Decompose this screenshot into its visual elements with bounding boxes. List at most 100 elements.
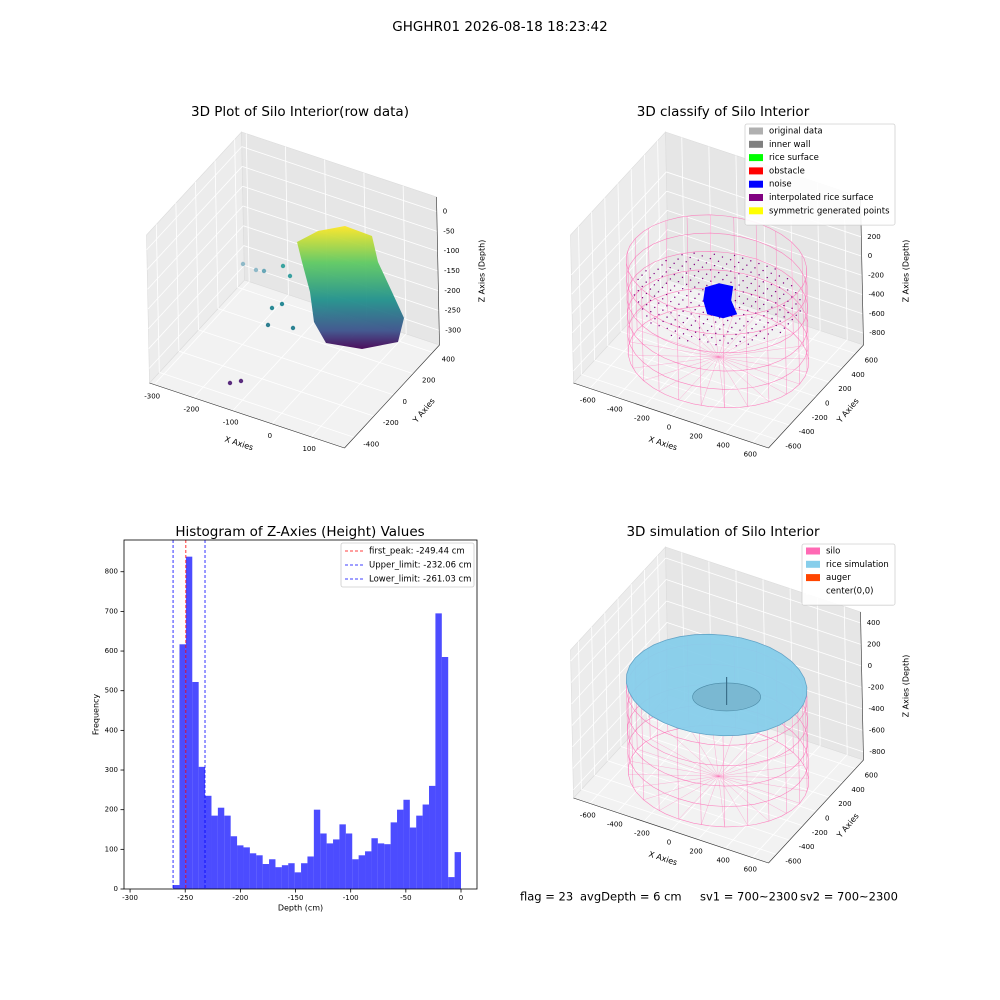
grid-line [665, 557, 861, 624]
silo-wall [722, 735, 726, 827]
y-tick-label: 700 [105, 607, 118, 615]
surface-dot [666, 327, 668, 330]
noise-cluster [703, 283, 738, 319]
surface-dot [778, 275, 781, 277]
surface-dot [774, 268, 776, 270]
silo-floor [718, 776, 809, 779]
surface-dot [705, 262, 708, 264]
tick-label: 0 [402, 398, 406, 406]
tick-label: -400 [868, 705, 884, 713]
silo-wall [630, 276, 634, 369]
tick-label: -400 [607, 820, 623, 828]
surface-dot [731, 326, 733, 329]
surface-dot [775, 324, 777, 327]
surface-dot [758, 285, 761, 287]
grid-line [591, 627, 596, 776]
silo-floor [643, 776, 719, 801]
silo-wall [699, 314, 702, 406]
legend-swatch [806, 547, 820, 555]
surface-dot [674, 330, 677, 332]
surface-dot [759, 330, 761, 333]
silo-floor [632, 356, 719, 369]
tick-label: 0 [825, 400, 829, 408]
tick-label: -50 [443, 227, 454, 235]
surface-dot [657, 279, 659, 282]
surface-dot [779, 297, 781, 300]
grid-line [578, 226, 582, 375]
bar [205, 795, 212, 889]
surface-dot [790, 285, 793, 287]
grid-line [572, 248, 669, 353]
bar [377, 843, 385, 889]
footer-text: sv2 = 700~2300 [800, 890, 898, 904]
silo-wall [641, 289, 644, 381]
surface-dot [723, 335, 725, 337]
grid-line [604, 197, 609, 346]
surface-dot [673, 285, 676, 287]
legend-box [801, 543, 896, 606]
surface-dot [787, 311, 789, 314]
surface-dot [770, 283, 773, 286]
surface-dot [786, 278, 789, 280]
axis-line [768, 759, 864, 864]
silo-wall [766, 310, 770, 402]
surface-dot [701, 277, 704, 280]
bar [371, 838, 378, 889]
grid-line [146, 146, 243, 250]
tick-label: -200 [812, 414, 828, 422]
tick-label: 0 [443, 208, 447, 216]
surface-dot [771, 329, 773, 331]
surface-dot [677, 280, 680, 283]
legend-swatch [749, 194, 763, 201]
grid-line [148, 245, 245, 349]
surface-dot [729, 259, 732, 261]
surface-dot [653, 284, 656, 286]
tick-label: 0 [825, 815, 829, 823]
surface-dot [694, 297, 696, 300]
grid-line [198, 329, 394, 396]
surface-dot [721, 267, 724, 270]
surface-dot [799, 299, 801, 301]
surface-dot [763, 303, 765, 306]
surface-dot [731, 338, 733, 340]
tick-label: -100 [223, 419, 239, 427]
bar [320, 833, 327, 889]
footer-text: sv1 = 700~2300 [700, 890, 798, 904]
silo-wall [791, 241, 794, 334]
surface-dot [673, 273, 676, 276]
surface-dot [738, 284, 740, 286]
surface-dot [682, 333, 685, 335]
silo-wall [657, 719, 660, 811]
surface-dot [713, 264, 716, 267]
silo-floor [718, 333, 794, 358]
surface-dot [766, 276, 768, 279]
surface-dot [771, 317, 773, 320]
surface-dot [751, 327, 753, 330]
surface-dot [783, 304, 785, 307]
surface-dot [779, 320, 781, 322]
surface-dot [698, 315, 701, 318]
x-tick-label: -250 [177, 894, 193, 902]
legend-label: Lower_limit: -261.03 cm [369, 575, 471, 585]
outlier-point [227, 380, 233, 386]
surface-dot [719, 339, 721, 342]
surface-dot [739, 329, 741, 331]
tick-label: 200 [838, 385, 851, 393]
surface-dot [661, 298, 664, 300]
surface-dot [709, 269, 712, 271]
bar [409, 827, 417, 889]
legend-swatch [806, 587, 820, 595]
x-tick-label: -50 [400, 894, 411, 902]
surface-dot [669, 266, 671, 269]
surface-dot [690, 301, 692, 304]
surface-dot [637, 290, 639, 292]
surface-dot [669, 289, 672, 291]
surface-dot [658, 313, 660, 316]
surface-dot [661, 264, 663, 266]
surface-dot [795, 314, 797, 316]
y-tick-label: 300 [105, 766, 118, 774]
surface-dot [637, 278, 639, 281]
grid-line [681, 137, 686, 286]
surface-dot [743, 325, 745, 327]
silo-floor [718, 345, 804, 358]
